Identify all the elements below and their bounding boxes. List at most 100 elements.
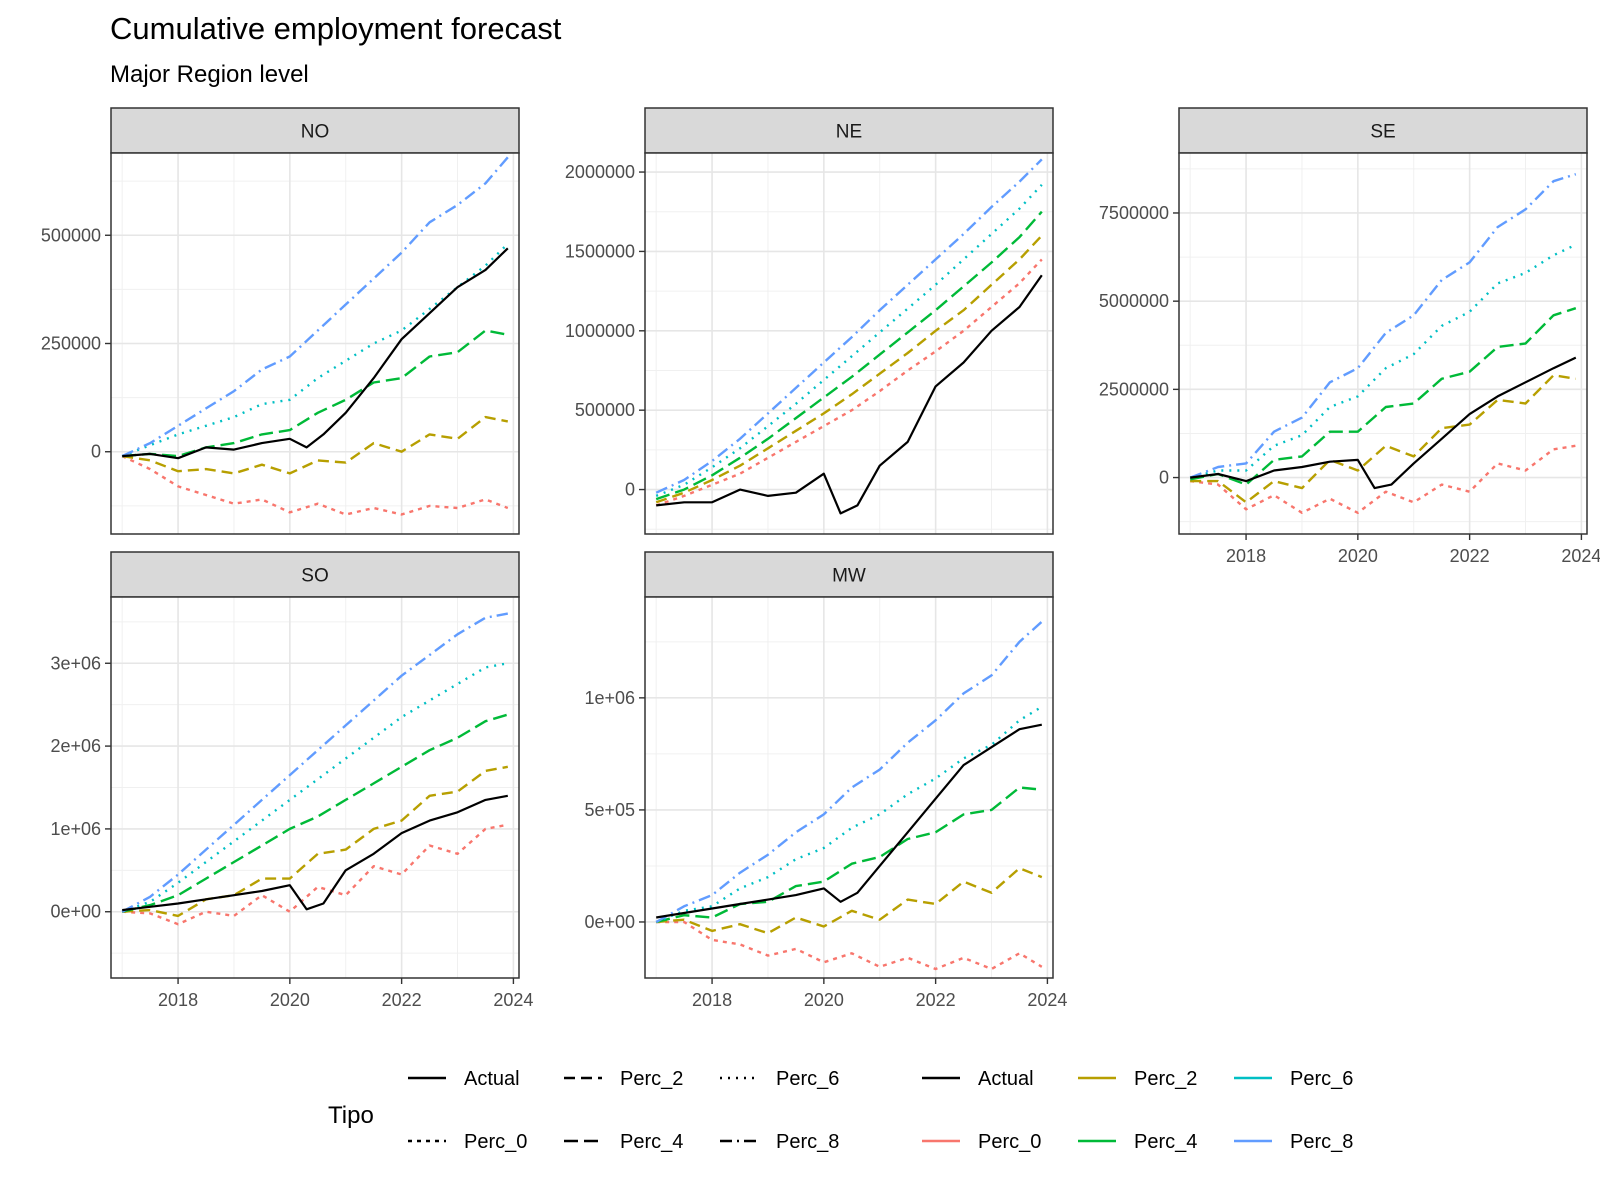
strip-ne xyxy=(644,107,1054,154)
legend-item-colour-perc-2: Perc_2 xyxy=(1078,1068,1197,1090)
series-lines-se xyxy=(1189,173,1577,514)
facet-panels: NO 0 250000 500000 NE 0 500000 1000000 1500000 20… xyxy=(41,107,1600,1010)
legend-item-colour-perc-6: Perc_6 xyxy=(1234,1068,1353,1090)
legend-label-linetype: Perc_6 xyxy=(776,1068,839,1090)
y-tick-label-so: 3e+06 xyxy=(50,653,101,673)
legend-item-linetype-perc-2: Perc_2 xyxy=(564,1068,683,1090)
legend-item-colour-perc-4: Perc_4 xyxy=(1078,1131,1197,1153)
y-tick-label-ne: 1500000 xyxy=(565,241,635,261)
legend-item-linetype-perc-4: Perc_4 xyxy=(564,1131,683,1153)
legend-label-colour: Perc_0 xyxy=(978,1131,1041,1153)
grid-mw xyxy=(645,597,1053,978)
panel-border-se xyxy=(1178,152,1588,535)
y-tick-label-mw: 1e+06 xyxy=(584,688,635,708)
x-tick-label-mw: 2022 xyxy=(916,990,956,1010)
grid-ne xyxy=(645,153,1053,534)
series-line-ne-perc-4 xyxy=(655,210,1043,501)
x-tick-label-so: 2022 xyxy=(382,990,422,1010)
series-line-ne-perc-0 xyxy=(655,258,1043,507)
y-tick-label-se: 0 xyxy=(1159,468,1169,488)
x-tick-label-so: 2024 xyxy=(493,990,533,1010)
panel-so: SO 0e+00 1e+06 2e+06 3e+06 2018 2020 2022 2024 xyxy=(50,551,533,1010)
strip-no xyxy=(110,107,520,154)
legend-item-linetype-perc-6: Perc_6 xyxy=(720,1068,839,1090)
strip-label-so: SO xyxy=(301,566,328,587)
legend-label-linetype: Perc_0 xyxy=(464,1131,527,1153)
grid-no xyxy=(111,153,519,534)
series-line-se-perc-0 xyxy=(1190,444,1576,514)
x-tick-label-mw: 2018 xyxy=(692,990,732,1010)
x-tick-label-mw: 2020 xyxy=(804,990,844,1010)
series-line-se-perc-2 xyxy=(1190,374,1576,504)
plot-area-mw xyxy=(645,597,1053,978)
series-line-no-perc-0 xyxy=(121,455,509,516)
series-line-no-perc-8 xyxy=(121,156,509,458)
legend-item-colour-actual: Actual xyxy=(922,1068,1034,1090)
legend-label-linetype: Perc_4 xyxy=(620,1131,683,1153)
y-tick-label-no: 500000 xyxy=(41,225,101,245)
series-line-se-actual xyxy=(1190,356,1577,490)
y-tick-label-mw: 5e+05 xyxy=(584,800,635,820)
series-line-se-perc-4 xyxy=(1189,307,1577,486)
panel-border-ne xyxy=(644,152,1054,535)
y-tick-label-se: 2500000 xyxy=(1099,379,1169,399)
series-line-mw-perc-8 xyxy=(655,620,1043,924)
legend-label-colour: Perc_4 xyxy=(1134,1131,1197,1153)
x-tick-label-se: 2022 xyxy=(1450,546,1490,566)
chart-subtitle: Major Region level xyxy=(110,61,309,88)
y-tick-label-so: 1e+06 xyxy=(50,819,101,839)
series-line-mw-perc-0 xyxy=(656,920,1043,971)
series-line-mw-perc-4 xyxy=(655,786,1042,924)
y-tick-label-se: 5000000 xyxy=(1099,291,1169,311)
series-line-ne-actual xyxy=(656,274,1043,515)
series-lines-so xyxy=(121,612,509,926)
legend: Tipo Actual Perc_0 Perc_2 Perc_4 Perc_6 Perc_… xyxy=(328,1068,1353,1153)
grid-se xyxy=(1179,153,1587,534)
x-tick-label-se: 2018 xyxy=(1226,546,1266,566)
y-tick-label-se: 7500000 xyxy=(1099,203,1169,223)
legend-item-colour-perc-8: Perc_8 xyxy=(1234,1131,1353,1153)
y-tick-label-mw: 0e+00 xyxy=(584,912,635,932)
grid-so xyxy=(111,597,519,978)
legend-label-colour: Perc_8 xyxy=(1290,1131,1353,1153)
y-tick-label-no: 0 xyxy=(91,442,101,462)
panel-mw: MW 0e+00 5e+05 1e+06 2018 2020 2022 2024 xyxy=(584,551,1067,1010)
x-tick-label-se: 2024 xyxy=(1561,546,1600,566)
y-tick-label-ne: 2000000 xyxy=(565,162,635,182)
series-line-ne-perc-2 xyxy=(655,234,1043,504)
plot-area-ne xyxy=(645,153,1053,534)
x-tick-label-so: 2018 xyxy=(158,990,198,1010)
legend-label-linetype: Actual xyxy=(464,1068,520,1090)
legend-item-linetype-perc-0: Perc_0 xyxy=(408,1131,527,1153)
legend-item-linetype-perc-8: Perc_8 xyxy=(720,1131,839,1153)
panel-border-mw xyxy=(644,596,1054,979)
series-line-mw-perc-2 xyxy=(656,867,1043,935)
strip-se xyxy=(1178,107,1588,154)
series-line-so-actual xyxy=(122,794,508,912)
y-tick-label-so: 0e+00 xyxy=(50,902,101,922)
series-line-ne-perc-8 xyxy=(655,158,1043,494)
legend-label-linetype: Perc_2 xyxy=(620,1068,683,1090)
y-tick-label-so: 2e+06 xyxy=(50,736,101,756)
legend-title: Tipo xyxy=(328,1102,374,1129)
series-line-mw-actual xyxy=(656,723,1043,919)
y-tick-label-no: 250000 xyxy=(41,334,101,354)
strip-label-mw: MW xyxy=(832,566,866,587)
x-tick-label-mw: 2024 xyxy=(1027,990,1067,1010)
legend-label-colour: Perc_6 xyxy=(1290,1068,1353,1090)
y-tick-label-ne: 500000 xyxy=(575,400,635,420)
legend-label-colour: Perc_2 xyxy=(1134,1068,1197,1090)
legend-label-linetype: Perc_8 xyxy=(776,1131,839,1153)
series-lines-ne xyxy=(655,158,1043,515)
strip-label-no: NO xyxy=(301,122,330,143)
series-line-so-perc-2 xyxy=(122,765,509,918)
series-line-se-perc-8 xyxy=(1189,173,1577,479)
panel-ne: NE 0 500000 1000000 1500000 2000000 xyxy=(565,107,1054,535)
panel-se: SE 0 2500000 5000000 7500000 2018 2020 2022 2024 xyxy=(1099,107,1600,566)
panel-no: NO 0 250000 500000 xyxy=(41,107,520,535)
legend-item-linetype-actual: Actual xyxy=(408,1068,520,1090)
x-tick-label-so: 2020 xyxy=(270,990,310,1010)
series-line-no-actual xyxy=(122,247,509,460)
series-lines-no xyxy=(121,156,509,516)
